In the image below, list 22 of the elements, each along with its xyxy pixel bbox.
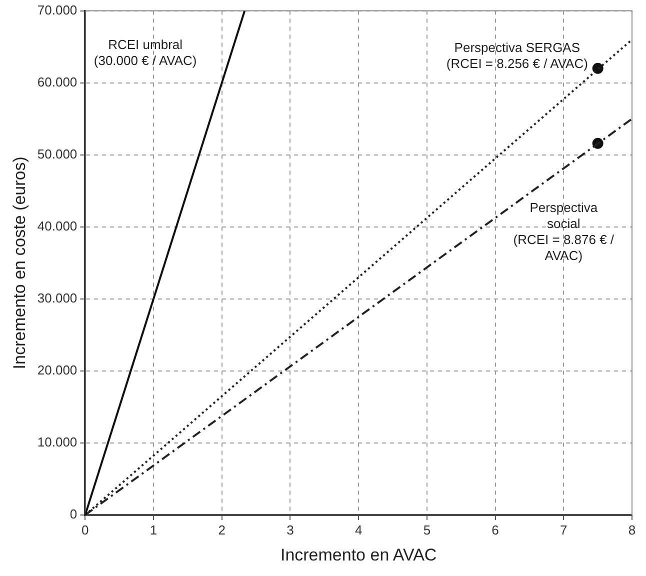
x-axis-title: Incremento en AVAC xyxy=(280,545,437,564)
x-tick-label: 1 xyxy=(150,522,158,538)
y-tick-label: 20.000 xyxy=(37,362,78,378)
annotation: RCEI umbral (30.000 € / AVAC) xyxy=(94,37,197,68)
x-tick-label: 3 xyxy=(286,522,294,538)
y-tick-label: 10.000 xyxy=(37,434,78,450)
annotation: Perspectiva SERGAS (RCEI = 8.256 € / AVAC) xyxy=(446,40,588,71)
y-tick-label: 70.000 xyxy=(37,2,78,18)
x-tick-label: 6 xyxy=(492,522,499,538)
y-tick-label: 0 xyxy=(70,506,78,522)
y-tick-label: 50.000 xyxy=(37,146,78,162)
annotation: Perspectiva social (RCEI = 8.876 € / AVAC) xyxy=(513,200,614,264)
x-tick-label: 7 xyxy=(560,522,568,538)
x-tick-label: 2 xyxy=(218,522,226,538)
x-tick-label: 8 xyxy=(628,522,636,538)
y-axis-title: Incremento en coste (euros) xyxy=(10,156,29,370)
x-tick-label: 5 xyxy=(423,522,431,538)
y-tick-label: 30.000 xyxy=(37,290,78,306)
y-tick-label: 60.000 xyxy=(37,74,78,90)
y-tick-label: 40.000 xyxy=(37,218,78,234)
x-tick-label: 0 xyxy=(82,522,89,538)
x-tick-label: 4 xyxy=(354,522,362,538)
